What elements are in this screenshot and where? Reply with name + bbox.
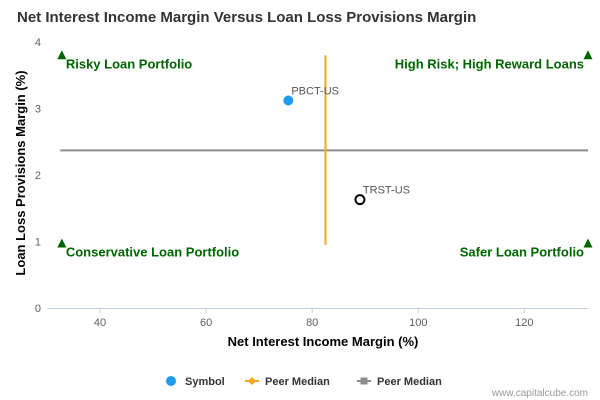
quadrant-label: Risky Loan Portfolio [66,56,192,71]
x-tick-label: 60 [200,317,212,329]
legend: Symbol Peer Median Peer Median [166,376,442,388]
x-tick-label: 80 [306,317,318,329]
data-point [283,95,294,106]
y-tick-label: 1 [35,237,41,249]
quadrant-label: Conservative Loan Portfolio [66,244,239,259]
y-tick-label: 0 [35,303,41,315]
y-axis-title: Loan Loss Provisions Margin (%) [13,70,28,275]
quadrant-label: High Risk; High Reward Loans [395,56,584,71]
x-axis-title: Net Interest Income Margin (%) [228,334,419,349]
y-tick-label: 2 [35,170,41,182]
x-tick-label: 40 [94,317,106,329]
quadrant-marker-triangle [57,50,67,60]
plot-area: 40 60 80 100 120 0 1 2 3 4 Risky Loan Portfolio Hig… [35,37,593,329]
data-point-label: TRST-US [363,185,410,197]
chart-title: Net Interest Income Margin Versus Loan L… [17,9,476,26]
legend-label: Peer Median [265,376,330,388]
data-point [354,194,366,206]
quadrant-label: Safer Loan Portfolio [460,244,584,259]
legend-symbol-square [360,377,368,385]
legend-symbol-diamond [248,377,256,385]
x-tick-label: 120 [515,317,533,329]
quadrant-marker-triangle [583,50,593,60]
y-tick-label: 3 [35,104,41,116]
credit-text: www.capitalcube.com [491,388,588,399]
quadrant-marker-triangle [583,238,593,248]
y-tick-label: 4 [35,37,41,49]
data-point-label: PBCT-US [291,86,339,98]
legend-symbol-circle [166,376,176,386]
quadrant-marker-triangle [57,238,67,248]
x-tick-label: 100 [409,317,427,329]
legend-label: Peer Median [377,376,442,388]
legend-label: Symbol [185,376,225,388]
